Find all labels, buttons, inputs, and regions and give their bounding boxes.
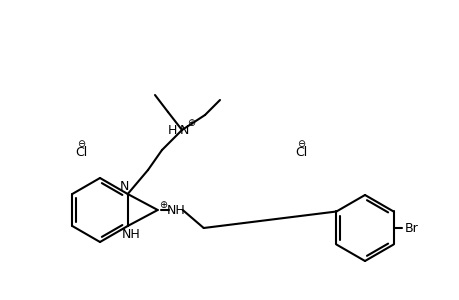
Text: ⊖: ⊖: [77, 139, 85, 149]
Text: NH: NH: [166, 203, 185, 217]
Text: ⊕: ⊕: [186, 118, 195, 128]
Text: N: N: [179, 124, 188, 136]
Text: NH: NH: [121, 229, 140, 242]
Text: H: H: [167, 124, 176, 136]
Text: ⊖: ⊖: [297, 139, 304, 149]
Text: Cl: Cl: [75, 146, 87, 158]
Text: Cl: Cl: [294, 146, 307, 158]
Text: ⊕: ⊕: [158, 200, 167, 210]
Text: Br: Br: [404, 221, 418, 235]
Text: N: N: [120, 181, 129, 194]
